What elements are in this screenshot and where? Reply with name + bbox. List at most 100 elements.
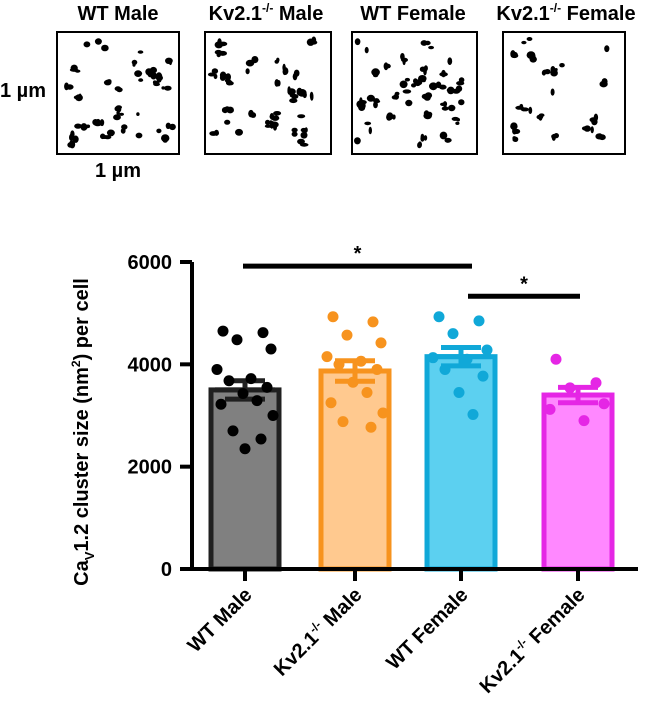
cluster-blob <box>417 141 422 148</box>
cluster-blob <box>103 79 112 86</box>
cluster-blob <box>444 137 452 143</box>
cluster-blob <box>165 57 173 64</box>
cluster-blob <box>402 89 412 94</box>
cluster-blob <box>291 127 298 133</box>
cluster-blob <box>95 118 101 125</box>
cluster-blob <box>404 77 410 82</box>
x-label-kv21-female: Kv2.1-/- Female <box>474 583 589 698</box>
cluster-blob <box>109 131 114 137</box>
bar-3 <box>541 392 615 572</box>
data-point-1-8 <box>347 376 359 388</box>
cluster-blob <box>554 68 558 72</box>
cluster-blob <box>456 118 460 122</box>
cluster-blob <box>113 114 121 121</box>
data-point-0-8 <box>237 387 249 399</box>
cluster-blob <box>364 46 369 54</box>
cluster-blob <box>455 121 460 126</box>
cluster-blob <box>423 67 427 76</box>
cluster-blob <box>423 95 431 101</box>
cluster-blob <box>74 123 82 129</box>
cluster-blob <box>428 45 434 50</box>
cluster-blob <box>161 86 165 90</box>
cluster-blob <box>510 122 518 130</box>
cluster-blob <box>512 136 517 141</box>
data-point-2-7 <box>477 370 489 382</box>
data-point-0-13 <box>255 433 267 445</box>
data-point-2-0 <box>433 311 445 323</box>
y-tick-label-3: 6000 <box>128 252 173 274</box>
cluster-blob <box>583 125 591 132</box>
cluster-blob <box>364 121 372 126</box>
data-point-3-2 <box>564 382 576 394</box>
cluster-blob <box>213 73 218 80</box>
cluster-blob <box>414 80 421 87</box>
cluster-blob <box>211 68 219 74</box>
data-point-2-8 <box>453 386 465 398</box>
data-point-3-0 <box>550 353 562 365</box>
cluster-blob <box>510 53 519 58</box>
cluster-blob <box>402 57 406 66</box>
data-point-1-13 <box>365 421 377 433</box>
cluster-blob <box>66 84 74 90</box>
data-point-1-3 <box>375 337 387 349</box>
cluster-blob <box>167 124 174 129</box>
cluster-blob <box>411 83 417 88</box>
cluster-blob <box>135 132 143 139</box>
cluster-blob <box>218 41 228 47</box>
y-tick-label-0: 0 <box>161 559 172 581</box>
cluster-blob <box>604 45 610 53</box>
data-point-2-2 <box>447 328 459 340</box>
cluster-blob <box>155 75 163 81</box>
data-point-2-3 <box>481 344 493 356</box>
data-point-0-3 <box>265 343 277 355</box>
data-point-0-10 <box>215 398 227 410</box>
cluster-blob <box>224 119 231 125</box>
cluster-blob <box>354 38 361 46</box>
x-label-kv21-male: Kv2.1-/- Male <box>268 583 366 681</box>
panel-wt-male <box>56 31 180 155</box>
y-tick-label-1: 2000 <box>128 457 173 479</box>
data-point-0-1 <box>257 327 269 339</box>
significance-label-1: * <box>520 273 528 295</box>
data-point-0-9 <box>251 395 263 407</box>
cluster-blob <box>164 85 172 91</box>
cluster-blob <box>373 101 378 109</box>
cluster-blob <box>521 40 527 45</box>
data-point-1-11 <box>377 407 389 419</box>
cluster-blob <box>78 93 82 100</box>
cluster-blob <box>405 99 413 107</box>
cluster-blob <box>368 126 372 135</box>
cluster-blob <box>520 107 529 112</box>
data-point-2-1 <box>473 315 485 327</box>
cluster-blob <box>386 112 394 121</box>
cluster-blob <box>216 52 221 58</box>
cluster-blob <box>292 72 298 81</box>
cluster-blob <box>423 110 430 117</box>
cluster-blob <box>354 137 361 145</box>
data-point-1-12 <box>337 416 349 428</box>
cluster-blob <box>67 142 75 148</box>
y-ticks: 0 2000 4000 6000 <box>128 252 192 581</box>
x-label-wt-male: WT Male <box>184 584 257 657</box>
cluster-blob <box>245 59 255 67</box>
cluster-blob <box>550 88 555 96</box>
cluster-blob <box>373 98 380 103</box>
scale-label-vertical: 1 µm <box>0 80 46 102</box>
cluster-blob <box>435 81 442 89</box>
cluster-blob <box>83 41 91 48</box>
cluster-blob <box>369 95 374 101</box>
cluster-blob <box>149 66 157 74</box>
cluster-blob <box>70 130 75 138</box>
data-point-0-2 <box>231 334 243 346</box>
cluster-blob <box>282 67 289 75</box>
cluster-blob <box>134 70 143 77</box>
cluster-blob <box>250 112 257 118</box>
cluster-blob <box>156 128 162 134</box>
cluster-blob <box>550 66 556 73</box>
cluster-blob <box>526 37 533 41</box>
cluster-blob <box>601 78 608 85</box>
cluster-blob <box>441 106 449 111</box>
cluster-blob <box>72 135 79 143</box>
data-point-3-3 <box>598 398 610 410</box>
